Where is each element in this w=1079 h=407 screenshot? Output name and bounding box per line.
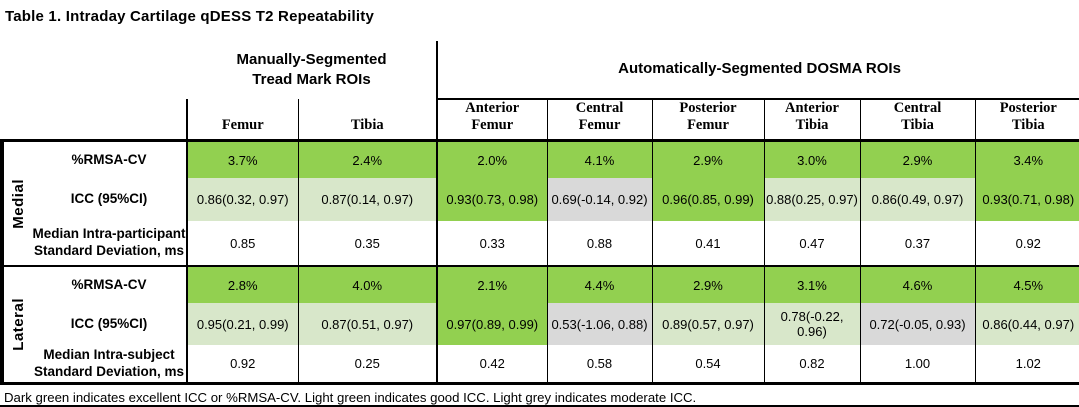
column-group-row: Manually-Segmented Tread Mark ROIs Autom… <box>2 41 1079 100</box>
column-header-anterior-tibia: Anterior Tibia <box>763 99 860 141</box>
spacer-cell <box>2 41 187 99</box>
data-cell: 4.5% <box>974 265 1079 304</box>
data-cell: 3.0% <box>763 138 860 179</box>
data-cell: 1.02 <box>974 345 1079 385</box>
data-cell: 2.9% <box>651 265 764 304</box>
data-cell: 0.93(0.73, 0.98) <box>436 178 547 222</box>
data-cell: 0.86(0.32, 0.97) <box>186 178 298 222</box>
column-header-posterior-tibia: Posterior Tibia <box>974 99 1079 141</box>
section-label-medial-cell: Medial <box>0 138 32 267</box>
data-cell: 0.33 <box>436 221 547 267</box>
data-cell: 3.7% <box>186 138 298 179</box>
data-cell: 2.4% <box>297 138 437 179</box>
data-cell: 0.53(-1.06, 0.88) <box>546 303 652 346</box>
data-cell: 0.78(-0.22, 0.96) <box>763 303 860 346</box>
table-row: ICC (95%CI) 0.86(0.32, 0.97) 0.87(0.14, … <box>2 178 1079 222</box>
data-cell: 0.87(0.51, 0.97) <box>297 303 437 346</box>
section-label-lateral: Lateral <box>9 298 27 351</box>
data-cell: 0.86(0.49, 0.97) <box>859 178 975 222</box>
data-cell: 0.72(-0.05, 0.93) <box>859 303 975 346</box>
data-cell: 0.88 <box>546 221 652 267</box>
data-cell: 0.87(0.14, 0.97) <box>297 178 437 222</box>
column-group-manual: Manually-Segmented Tread Mark ROIs <box>236 50 387 88</box>
data-cell: 3.4% <box>974 138 1079 179</box>
data-cell: 0.93(0.71, 0.98) <box>974 178 1079 222</box>
column-header-row: Femur Tibia Anterior Femur Central Femur… <box>2 99 1079 141</box>
data-cell: 2.1% <box>436 265 547 304</box>
data-cell: 0.92 <box>974 221 1079 267</box>
data-cell: 0.89(0.57, 0.97) <box>651 303 764 346</box>
data-cell: 0.96(0.85, 0.99) <box>651 178 764 222</box>
data-cell: 2.0% <box>436 138 547 179</box>
row-label: ICC (95%CI) <box>70 315 148 331</box>
data-cell: 0.85 <box>186 221 298 267</box>
row-label: %RMSA-CV <box>32 138 187 179</box>
column-header-femur: Femur <box>186 99 298 141</box>
column-header-central-femur: Central Femur <box>546 99 652 141</box>
data-cell: 4.0% <box>297 265 437 304</box>
data-cell: 2.8% <box>186 265 298 304</box>
section-label-lateral-cell: Lateral <box>0 265 32 385</box>
data-cell: 0.25 <box>297 345 437 385</box>
data-cell: 2.9% <box>651 138 764 179</box>
column-header-tibia: Tibia <box>297 99 437 141</box>
data-cell: 0.37 <box>859 221 975 267</box>
column-header-central-tibia: Central Tibia <box>859 99 975 141</box>
data-cell: 0.41 <box>651 221 764 267</box>
row-label: %RMSA-CV <box>32 265 187 304</box>
table-row: Median Intra-subject Standard Deviation,… <box>2 345 1079 385</box>
data-cell: 4.1% <box>546 138 652 179</box>
data-cell: 0.95(0.21, 0.99) <box>186 303 298 346</box>
data-cell: 0.88(0.25, 0.97) <box>763 178 860 222</box>
row-label: Median Intra-subject Standard Deviation,… <box>32 345 187 385</box>
data-cell: 0.47 <box>763 221 860 267</box>
row-label: ICC (95%CI) <box>70 191 148 207</box>
row-label: Median Intra-participant Standard Deviat… <box>32 226 186 259</box>
data-cell: 0.69(-0.14, 0.92) <box>546 178 652 222</box>
column-header-anterior-femur: Anterior Femur <box>436 99 547 141</box>
data-cell: 0.35 <box>297 221 437 267</box>
data-cell: 0.92 <box>186 345 298 385</box>
table-row: Median Intra-participant Standard Deviat… <box>2 221 1079 267</box>
data-cell: 0.82 <box>763 345 860 385</box>
column-header-posterior-femur: Posterior Femur <box>651 99 764 141</box>
data-cell: 3.1% <box>763 265 860 304</box>
data-cell: 0.58 <box>546 345 652 385</box>
spacer-cell <box>2 99 187 140</box>
data-cell: 0.97(0.89, 0.99) <box>436 303 547 346</box>
data-cell: 0.42 <box>436 345 547 385</box>
data-cell: 0.54 <box>651 345 764 385</box>
data-cell: 2.9% <box>859 138 975 179</box>
table-row: Medial %RMSA-CV 3.7% 2.4% 2.0% 4.1% 2.9%… <box>0 138 1079 267</box>
table-row: Lateral %RMSA-CV 2.8% 4.0% 2.1% 4.4% 2.9… <box>0 265 1079 385</box>
column-group-auto: Automatically-Segmented DOSMA ROIs <box>435 41 1079 100</box>
data-cell: 0.86(0.44, 0.97) <box>974 303 1079 346</box>
section-label-medial: Medial <box>9 178 27 229</box>
data-cell: 1.00 <box>859 345 975 385</box>
table-title: Table 1. Intraday Cartilage qDESS T2 Rep… <box>5 8 374 25</box>
data-cell: 4.6% <box>859 265 975 304</box>
repeatability-table: Manually-Segmented Tread Mark ROIs Autom… <box>0 41 1079 385</box>
data-cell: 4.4% <box>546 265 652 304</box>
table-footnote: Dark green indicates excellent ICC or %R… <box>4 389 697 405</box>
table-row: ICC (95%CI) 0.95(0.21, 0.99) 0.87(0.51, … <box>2 303 1079 346</box>
